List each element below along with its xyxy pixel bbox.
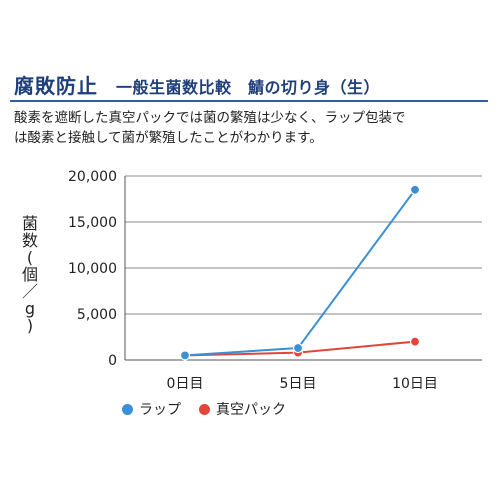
y-tick-label: 15,000 [68,215,117,231]
y-axis-label-char: 数 [21,231,38,250]
legend-label: 真空パック [216,402,286,418]
y-axis-label-char: ( [26,248,34,267]
y-axis-label-char: 菌 [21,214,38,233]
y-tick-label: 5,000 [77,307,117,323]
data-point [292,342,304,354]
legend-item: 真空パック [199,399,286,419]
x-tick-label: 0日目 [167,376,204,392]
x-tick-label: 10日目 [392,376,438,392]
description-line-2: は酸素と接触して菌が繁殖したことがわかります。 [14,130,323,146]
y-tick-label: 0 [108,353,117,369]
chart-legend: ラップ 真空パック [122,398,304,420]
y-axis-label-char: ) [26,316,34,335]
legend-label: ラップ [139,402,181,418]
legend-marker [122,403,133,415]
y-tick-label: 10,000 [68,261,117,277]
data-point [179,350,191,361]
data-point [409,336,421,347]
y-axis-label-char: ／ [21,282,38,301]
x-tick-label: 5日目 [280,376,317,392]
legend-item: ラップ [122,399,181,419]
series-line [184,189,416,357]
title-divider [10,100,488,102]
description: 酸素を遮断した真空パックでは菌の繁殖は少なく、ラップ包装で は酸素と接触して菌が… [14,108,490,148]
description-line-1: 酸素を遮断した真空パックでは菌の繁殖は少なく、ラップ包装で [14,110,406,126]
title-row: 腐敗防止 一般生菌数比較 鯖の切り身（生） [14,70,490,100]
data-point [409,184,421,195]
legend-marker [199,403,210,415]
y-axis-label: 菌数(個／ g) [20,215,40,334]
page-title: 腐敗防止 [14,74,98,98]
y-axis-label-char: 個 [21,265,38,284]
page-subtitle: 一般生菌数比較 鯖の切り身（生） [116,78,381,97]
y-tick-label: 20,000 [68,169,117,185]
y-axis-label-char: g [24,299,36,318]
